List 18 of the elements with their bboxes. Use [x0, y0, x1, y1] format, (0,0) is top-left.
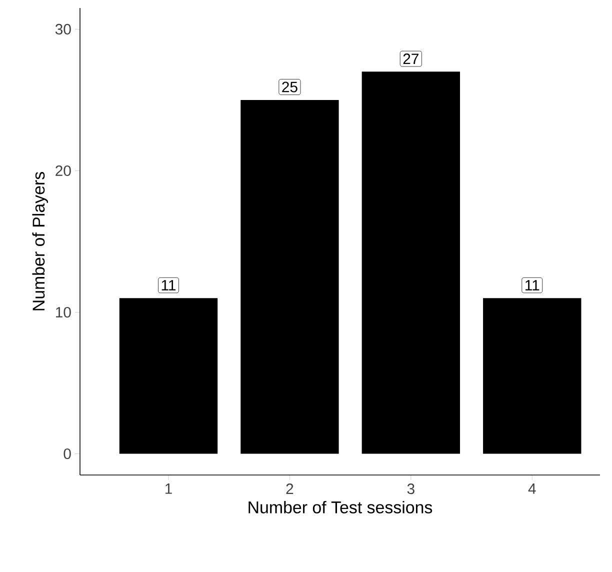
x-tick-label: 2	[286, 484, 294, 494]
y-tick-label: 10	[56, 306, 71, 318]
y-tick-label: 0	[64, 448, 71, 460]
x-axis-title: Number of Test sessions	[248, 500, 432, 514]
data-label: 25	[282, 82, 298, 92]
x-tick-label: 1	[165, 484, 172, 494]
bar	[240, 100, 339, 454]
bar	[483, 298, 582, 454]
data-label: 11	[162, 280, 176, 290]
bar	[119, 298, 218, 454]
data-label: 11	[526, 280, 540, 290]
bar	[362, 72, 460, 454]
data-label: 27	[403, 54, 418, 64]
x-tick-label: 4	[528, 484, 536, 494]
y-axis-title: Number of Players	[32, 172, 48, 310]
y-tick-label: 30	[55, 24, 71, 35]
x-tick-label: 3	[407, 484, 414, 494]
y-tick-label: 20	[56, 165, 71, 176]
